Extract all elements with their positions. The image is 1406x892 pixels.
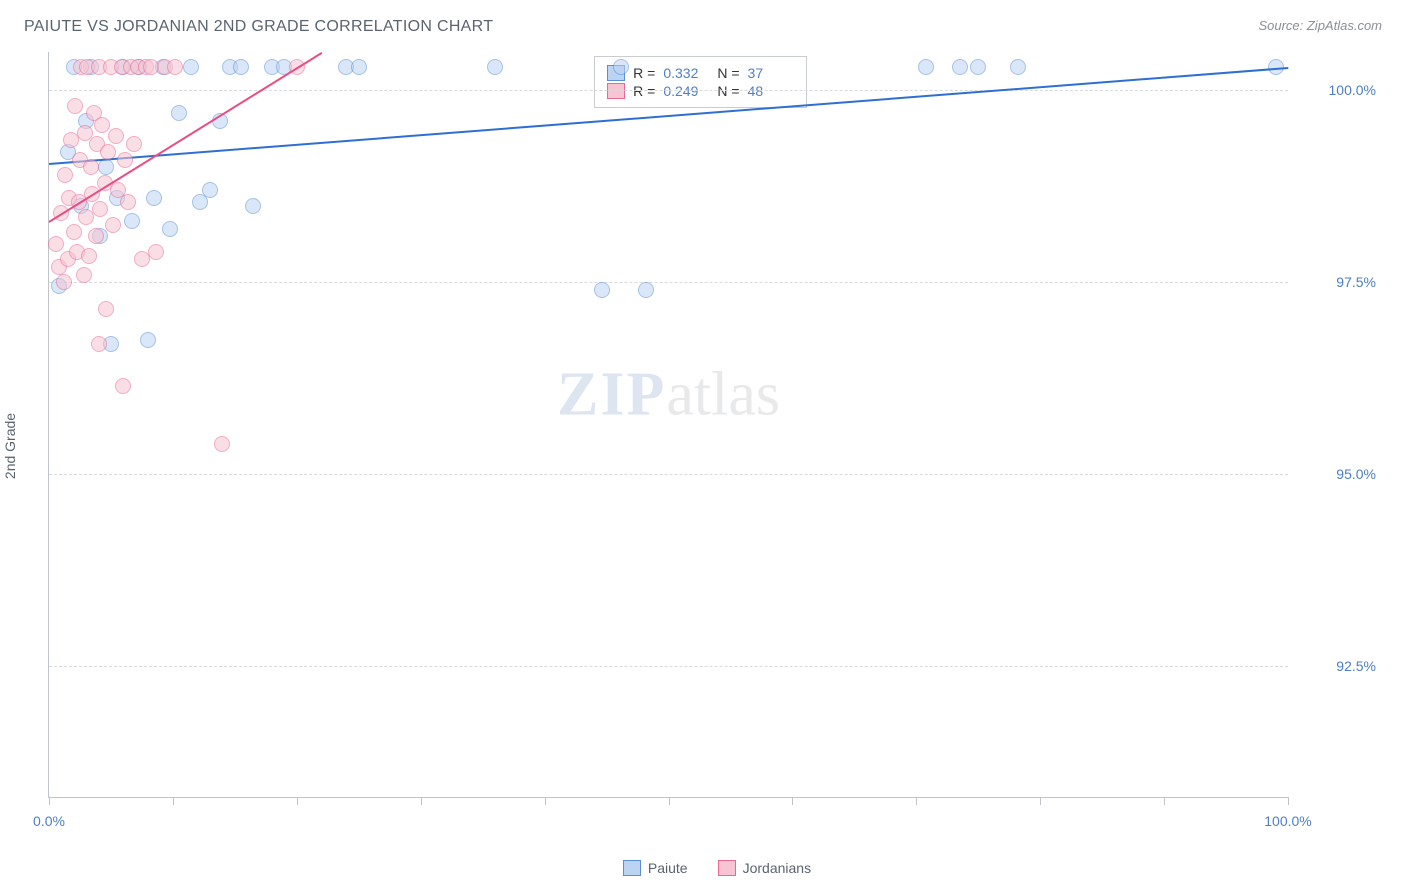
data-point [94,117,110,133]
data-point [92,201,108,217]
y-tick-label: 97.5% [1298,274,1376,290]
x-tick-label: 100.0% [1264,813,1311,829]
y-tick-label: 100.0% [1298,82,1376,98]
x-tick-label: 0.0% [33,813,65,829]
x-tick [1164,797,1165,805]
chart-header: PAIUTE VS JORDANIAN 2ND GRADE CORRELATIO… [0,0,1406,44]
data-point [126,136,142,152]
data-point [183,59,199,75]
chart-title: PAIUTE VS JORDANIAN 2ND GRADE CORRELATIO… [24,18,493,36]
y-tick-label: 92.5% [1298,658,1376,674]
data-point [76,267,92,283]
data-point [146,190,162,206]
y-tick-label: 95.0% [1298,466,1376,482]
n-value-paiute: 37 [748,65,794,81]
legend-label: Paiute [648,860,688,876]
gridline-h [49,282,1288,283]
legend-swatch [623,860,641,876]
data-point [171,105,187,121]
x-tick [49,797,50,805]
gridline-h [49,90,1288,91]
series-legend: Paiute Jordanians [48,860,1386,876]
data-point [83,159,99,175]
data-point [613,59,629,75]
gridline-h [49,666,1288,667]
x-tick [1288,797,1289,805]
data-point [970,59,986,75]
x-tick [173,797,174,805]
data-point [98,301,114,317]
x-tick [545,797,546,805]
data-point [245,198,261,214]
x-tick [297,797,298,805]
data-point [120,194,136,210]
data-point [952,59,968,75]
r-value-paiute: 0.332 [663,65,709,81]
data-point [918,59,934,75]
data-point [202,182,218,198]
data-point [162,221,178,237]
data-point [638,282,654,298]
data-point [56,274,72,290]
data-point [117,152,133,168]
data-point [233,59,249,75]
data-point [594,282,610,298]
x-tick [916,797,917,805]
data-point [100,144,116,160]
data-point [140,332,156,348]
data-point [214,436,230,452]
data-point [108,128,124,144]
x-tick [1040,797,1041,805]
data-point [148,244,164,260]
legend-swatch [718,860,736,876]
data-point [81,248,97,264]
legend-label: Jordanians [743,860,812,876]
legend-item: Paiute [623,860,688,876]
corr-row-paiute: R = 0.332 N = 37 [607,65,793,81]
data-point [91,336,107,352]
data-point [351,59,367,75]
y-axis-label: 2nd Grade [2,413,18,479]
source-attribution: Source: ZipAtlas.com [1258,18,1382,33]
x-tick [792,797,793,805]
legend-item: Jordanians [718,860,812,876]
data-point [105,217,121,233]
x-tick [421,797,422,805]
data-point [57,167,73,183]
data-point [66,224,82,240]
data-point [48,236,64,252]
x-tick [669,797,670,805]
watermark: ZIPatlas [557,359,780,430]
data-point [1010,59,1026,75]
data-point [67,98,83,114]
gridline-h [49,474,1288,475]
data-point [143,59,159,75]
data-point [115,378,131,394]
data-point [167,59,183,75]
data-point [487,59,503,75]
chart-container: ZIPatlas R = 0.332 N = 37 R = 0.249 N = … [48,52,1386,840]
data-point [88,228,104,244]
plot-area: ZIPatlas R = 0.332 N = 37 R = 0.249 N = … [48,52,1288,798]
data-point [98,159,114,175]
data-point [124,213,140,229]
